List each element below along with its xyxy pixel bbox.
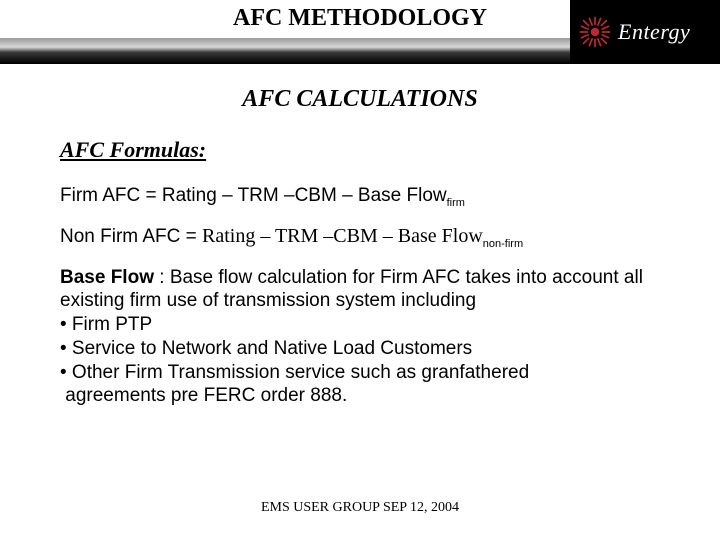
sunburst-icon <box>578 15 612 49</box>
content: AFC Formulas: Firm AFC = Rating – TRM –C… <box>60 137 660 408</box>
bullet-3-cont: agreements pre FERC order 888. <box>60 385 347 406</box>
section-heading: AFC Formulas: <box>60 137 660 163</box>
body-lead: Base Flow <box>60 267 154 288</box>
formula-firm-text: Firm AFC = Rating – TRM –CBM – Base Flow <box>60 185 447 206</box>
header: AFC METHODOLOGY <box>0 0 720 64</box>
bullet-3: • Other Firm Transmission service such a… <box>60 362 529 383</box>
footer: EMS USER GROUP SEP 12, 2004 <box>0 500 720 516</box>
formula-nonfirm-sub: non-firm <box>483 238 523 250</box>
formula-nonfirm-prefix: Non Firm AFC = <box>60 226 202 247</box>
formula-nonfirm: Non Firm AFC = Rating – TRM –CBM – Base … <box>60 225 660 250</box>
subtitle: AFC CALCULATIONS <box>0 86 720 113</box>
formula-firm: Firm AFC = Rating – TRM –CBM – Base Flow… <box>60 185 660 209</box>
logo-text: Entergy <box>618 19 690 45</box>
formula-nonfirm-body: Rating – TRM –CBM – Base Flow <box>202 225 483 247</box>
formula-firm-sub: firm <box>447 197 465 209</box>
logo: Entergy <box>570 0 720 64</box>
bullet-2: • Service to Network and Native Load Cus… <box>60 338 472 359</box>
body-text: Base Flow : Base flow calculation for Fi… <box>60 266 660 409</box>
bullet-1: • Firm PTP <box>60 314 152 335</box>
